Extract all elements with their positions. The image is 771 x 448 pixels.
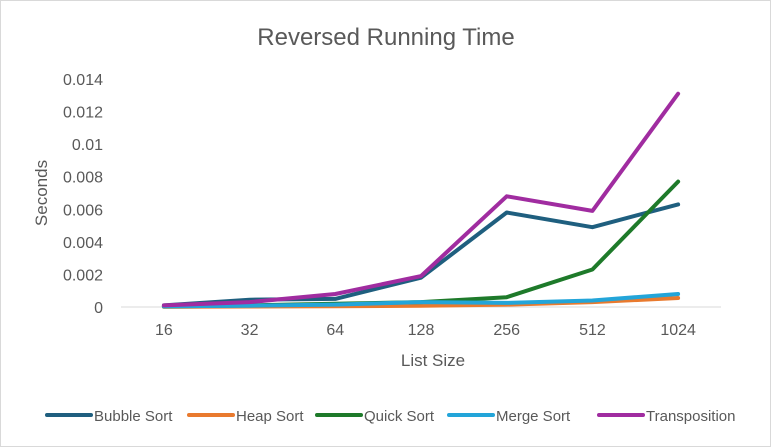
- y-tick-label: 0.002: [63, 267, 103, 284]
- y-axis-title: Seconds: [32, 160, 51, 226]
- legend-label-quick-sort: Quick Sort: [364, 408, 435, 425]
- y-axis-ticks: 0 0.002 0.004 0.006 0.008 0.01 0.012 0.014: [63, 72, 103, 317]
- x-axis-title: List Size: [401, 351, 465, 370]
- legend-label-heap-sort: Heap Sort: [236, 408, 304, 425]
- legend-label-merge-sort: Merge Sort: [496, 408, 571, 425]
- x-tick-label: 128: [408, 322, 435, 339]
- x-tick-label: 256: [493, 322, 520, 339]
- y-tick-label: 0.014: [63, 72, 103, 89]
- y-tick-label: 0.006: [63, 202, 103, 219]
- chart-title: Reversed Running Time: [257, 24, 514, 51]
- series-line-bubble-sort: [161, 202, 681, 308]
- x-tick-label: 512: [579, 322, 606, 339]
- legend-label-transposition: Transposition: [646, 408, 736, 425]
- series-line-merge-sort: [161, 292, 681, 309]
- x-tick-label: 64: [326, 322, 344, 339]
- legend: Bubble Sort Heap Sort Quick Sort Merge Sort…: [45, 408, 736, 425]
- x-axis-ticks: 16 32 64 128 256 512 1024: [155, 322, 696, 339]
- legend-label-bubble-sort: Bubble Sort: [94, 408, 173, 425]
- series-line-transposition: [161, 91, 681, 308]
- y-tick-label: 0.01: [72, 137, 103, 154]
- y-tick-label: 0: [94, 300, 103, 317]
- x-tick-label: 16: [155, 322, 173, 339]
- y-tick-label: 0.012: [63, 105, 103, 122]
- y-tick-label: 0.008: [63, 170, 103, 187]
- x-tick-label: 1024: [660, 322, 696, 339]
- y-tick-label: 0.004: [63, 235, 103, 252]
- x-tick-label: 32: [241, 322, 259, 339]
- series-lines: [161, 91, 681, 309]
